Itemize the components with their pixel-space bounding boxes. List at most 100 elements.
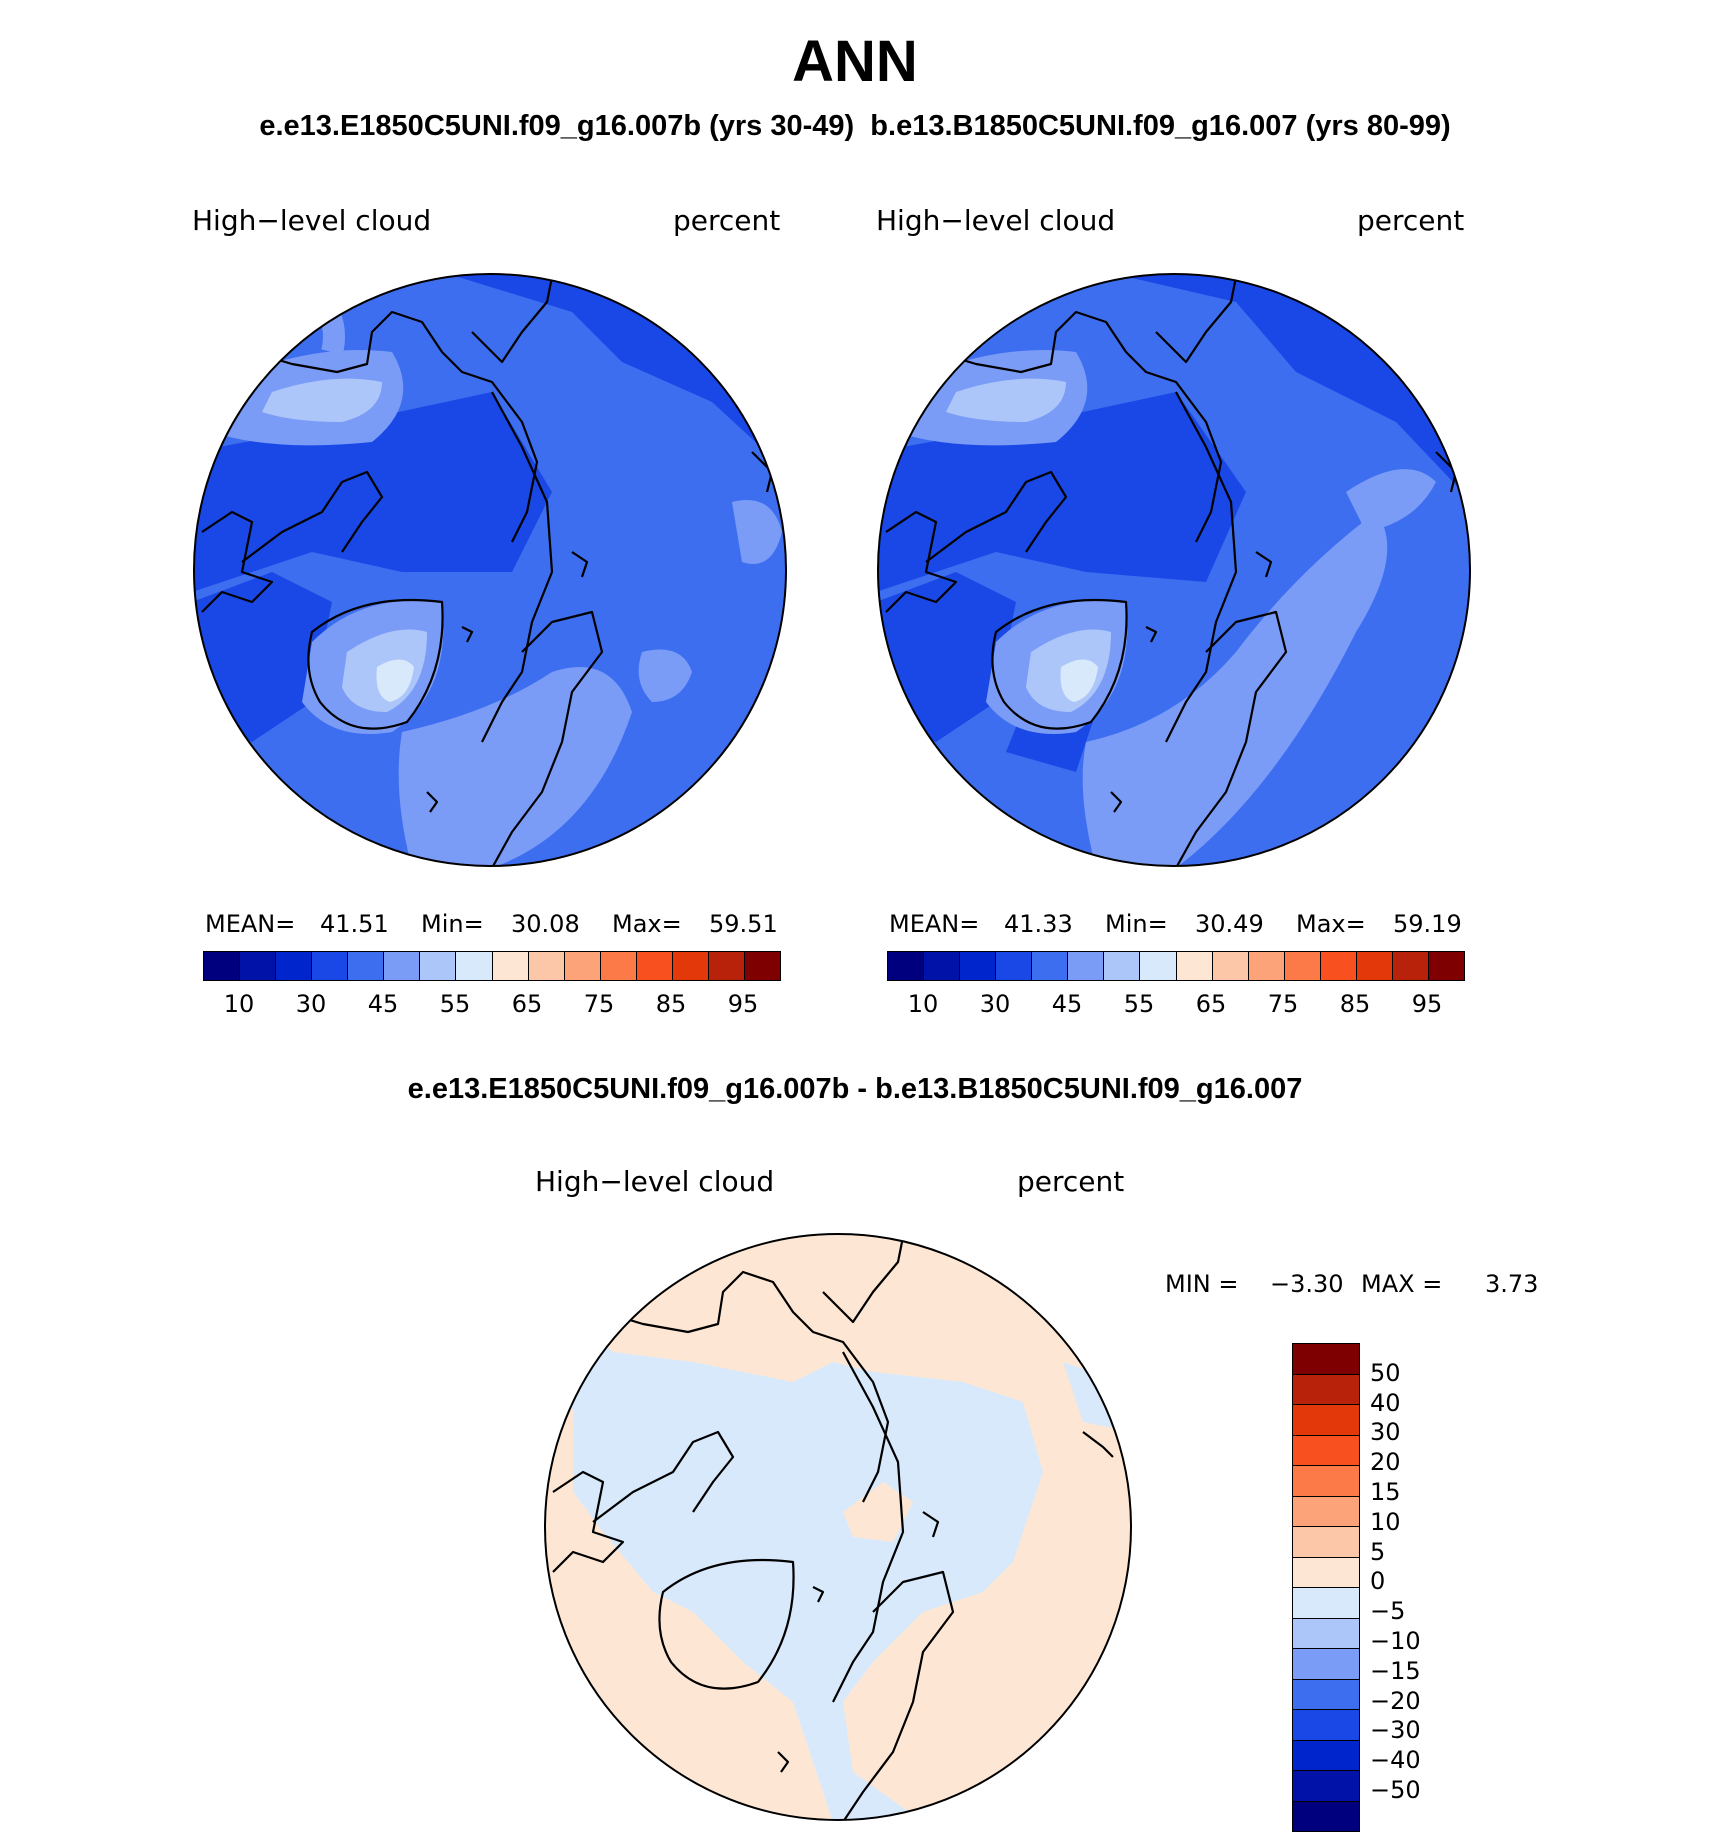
panel1-colorbar-tick-label: 30: [295, 990, 327, 1018]
panel1-colorbar-swatch: [672, 952, 709, 980]
panel1-colorbar-swatch: [744, 952, 780, 980]
panel2-colorbar-swatch: [1212, 952, 1249, 980]
panel2-colorbar-swatch: [1068, 952, 1105, 980]
panel2-variable: High−level cloud: [876, 204, 1116, 237]
diff-colorbar-swatch: [1293, 1679, 1359, 1710]
panel2-colorbar-swatch: [1248, 952, 1285, 980]
panel1-variable: High−level cloud: [192, 204, 432, 237]
panel1-field-canada: [194, 572, 332, 742]
panel2-map-border: [877, 273, 1471, 867]
panel1-colorbar-swatch: [240, 952, 277, 980]
panel2-colorbar-swatch: [1392, 952, 1429, 980]
panel2-colorbar-swatch: [996, 952, 1033, 980]
diff-colorbar-swatch: [1293, 1466, 1359, 1497]
panel1-colorbar-swatch: [600, 952, 637, 980]
panel2-colorbar-tick-label: 95: [1411, 990, 1443, 1018]
diff-colorbar-tick-label: 5: [1370, 1537, 1386, 1566]
diff-colorbar-tick-label: −30: [1370, 1716, 1421, 1745]
diff-colorbar-swatch: [1293, 1801, 1359, 1831]
panel1-min-label: Min=: [421, 910, 484, 938]
diff-colorbar-swatch: [1293, 1649, 1359, 1680]
panel1-colorbar-swatch: [456, 952, 493, 980]
diff-polar-map: [544, 1233, 1132, 1821]
panel1-units: percent: [673, 204, 781, 237]
panel2-colorbar-tick-label: 85: [1339, 990, 1371, 1018]
panel1-colorbar-swatch: [636, 952, 673, 980]
diff-colorbar: [1292, 1343, 1360, 1832]
panel1-max-value: 59.51: [709, 910, 778, 938]
panel2-max-label: Max=: [1296, 910, 1366, 938]
panel2-field-atlantic: [1082, 512, 1388, 866]
panel1-field-east-patch: [732, 500, 782, 564]
diff-colorbar-ticks: 50 40 30 20 15 10 5 0 −5 −10 −15 −20 −30 −40 −50: [1370, 1343, 1470, 1823]
diff-colorbar-tick-label: 10: [1370, 1507, 1401, 1536]
panel2-field-east-patch: [1346, 469, 1436, 532]
panel1-field-greenland-core: [376, 659, 414, 702]
panel2-min-value: 30.49: [1195, 910, 1264, 938]
diff-colorbar-swatch: [1293, 1557, 1359, 1588]
panel2-polar-map: [877, 273, 1471, 867]
panel1-map-border: [193, 273, 787, 867]
panel2-field-siberia-core: [946, 378, 1066, 422]
panel2-colorbar-swatch: [1176, 952, 1213, 980]
panel1-colorbar-swatch: [348, 952, 385, 980]
diff-field-positive-patch: [843, 1482, 913, 1542]
panel1-colorbar-swatch: [276, 952, 313, 980]
panel1-colorbar-tick-label: 65: [511, 990, 543, 1018]
panel2-field-greenland-core: [1060, 659, 1098, 702]
difference-subtitle: e.e13.E1850C5UNI.f09_g16.007b - b.e13.B1…: [407, 1073, 1303, 1105]
panel2-colorbar-swatch: [1104, 952, 1141, 980]
panel2-min-label: Min=: [1105, 910, 1168, 938]
panel1-colorbar-swatch: [528, 952, 565, 980]
panel1-colorbar-swatch: [384, 952, 421, 980]
panel1-colorbar-swatch: [204, 952, 241, 980]
diff-max-label: MAX =: [1361, 1270, 1443, 1298]
diff-colorbar-swatch: [1293, 1344, 1359, 1375]
panel1-colorbar-swatch: [708, 952, 745, 980]
panel1-colorbar-tick-label: 45: [367, 990, 399, 1018]
diff-units: percent: [1017, 1165, 1125, 1198]
diff-variable: High−level cloud: [535, 1165, 775, 1198]
panel2-colorbar-tick-label: 10: [907, 990, 939, 1018]
panel1-colorbar-swatch: [564, 952, 601, 980]
diff-colorbar-swatch: [1293, 1527, 1359, 1558]
panel2-colorbar-swatch: [960, 952, 997, 980]
panel2-mean-label: MEAN=: [889, 910, 980, 938]
diff-colorbar-swatch: [1293, 1618, 1359, 1649]
panel1-colorbar-swatch: [420, 952, 457, 980]
panel2-colorbar-tick-label: 45: [1051, 990, 1083, 1018]
panel2-colorbar-swatch: [1032, 952, 1069, 980]
panel2-colorbar: [887, 951, 1465, 981]
panel1-polar-map: [193, 273, 787, 867]
diff-min-value: −3.30: [1270, 1270, 1344, 1298]
diff-colorbar-tick-label: 30: [1370, 1418, 1401, 1447]
diff-colorbar-swatch: [1293, 1710, 1359, 1741]
diff-max-value: 3.73: [1485, 1270, 1539, 1298]
diff-colorbar-swatch: [1293, 1435, 1359, 1466]
panel2-colorbar-tick-label: 75: [1267, 990, 1299, 1018]
diff-colorbar-tick-label: 20: [1370, 1448, 1401, 1477]
diff-colorbar-swatch: [1293, 1496, 1359, 1527]
panel1-mean-label: MEAN=: [205, 910, 296, 938]
diff-min-label: MIN =: [1165, 1270, 1239, 1298]
panel2-field-canada: [878, 572, 1016, 742]
panel1-colorbar-ticks: 10 30 45 55 65 75 85 95: [203, 990, 779, 1020]
panel2-colorbar-tick-label: 65: [1195, 990, 1227, 1018]
panel2-max-value: 59.19: [1393, 910, 1462, 938]
panel1-field-siberia-core: [262, 378, 382, 422]
panel2-mean-value: 41.33: [1004, 910, 1073, 938]
panel2-colorbar-swatch: [1320, 952, 1357, 980]
diff-colorbar-tick-label: −40: [1370, 1746, 1421, 1775]
panel1-max-label: Max=: [612, 910, 682, 938]
diff-colorbar-swatch: [1293, 1771, 1359, 1802]
panel2-units: percent: [1357, 204, 1465, 237]
panel1-min-value: 30.08: [511, 910, 580, 938]
panel1-colorbar: [203, 951, 781, 981]
page-title: ANN: [792, 29, 918, 94]
panel1-colorbar-tick-label: 75: [583, 990, 615, 1018]
panel2-colorbar-swatch: [1356, 952, 1393, 980]
panel1-field-europe-patch: [638, 649, 692, 702]
panel1-colorbar-swatch: [492, 952, 529, 980]
diff-colorbar-tick-label: 50: [1370, 1358, 1401, 1387]
diff-field-positive-greenland: [658, 1612, 703, 1652]
